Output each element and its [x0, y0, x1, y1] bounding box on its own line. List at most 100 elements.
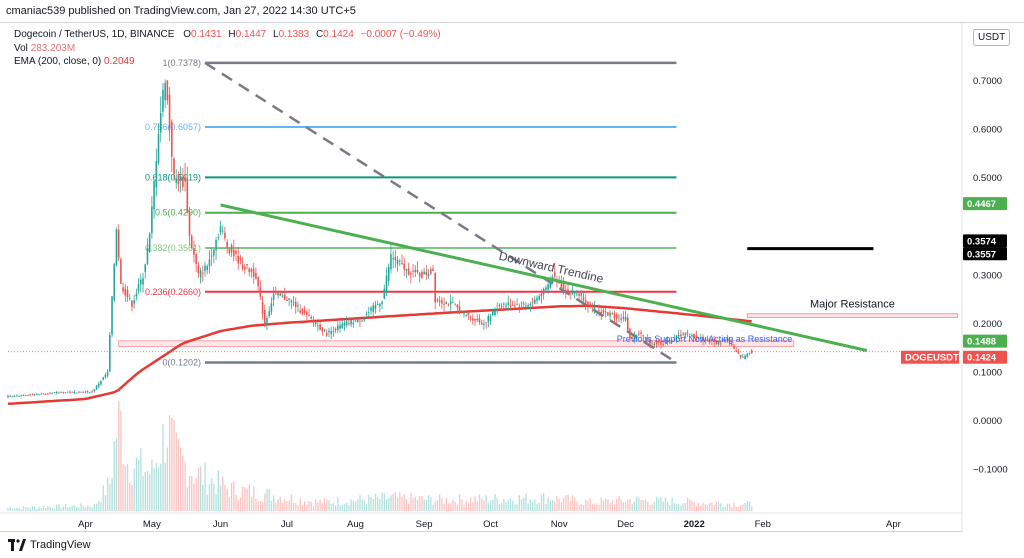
candle-body — [567, 289, 569, 291]
volume-bar — [49, 506, 51, 511]
candle-body — [111, 296, 113, 335]
chart-canvas[interactable]: 1(0.7378) 0.786(0.6057) 0.618(0.5019) 0.5(0… — [0, 23, 1024, 533]
candle-body — [237, 255, 239, 264]
candle-body — [618, 316, 620, 318]
footer: TradingView — [0, 532, 1024, 558]
candle-body — [38, 394, 40, 395]
volume-bar — [64, 504, 67, 511]
candle-body — [387, 266, 390, 282]
candle-body — [219, 226, 222, 233]
candle-body — [279, 293, 282, 296]
volume-bar — [157, 467, 160, 511]
candle-body — [266, 317, 268, 326]
volume-bar — [514, 504, 516, 511]
volume-bar — [396, 497, 399, 511]
volume-bar — [111, 477, 113, 511]
volume-bar — [337, 497, 339, 511]
volume-bar — [237, 500, 239, 511]
candle-body — [47, 393, 49, 395]
volume-bar — [109, 484, 111, 511]
candle-body — [622, 317, 625, 319]
candle-body — [711, 339, 713, 341]
volume-bar — [275, 502, 277, 511]
candle-body — [706, 338, 709, 341]
candle-body — [498, 304, 501, 306]
volume-bar — [638, 497, 640, 511]
candle-body — [496, 308, 498, 312]
volume-bar — [547, 497, 549, 511]
volume-bar — [230, 482, 233, 511]
candle-body — [418, 272, 421, 277]
candle-body — [427, 274, 430, 277]
price-badge-label: 0.3557 — [967, 249, 996, 260]
candle-body — [722, 339, 724, 341]
volume-bar — [80, 503, 82, 511]
fib-level-label: 1(0.7378) — [162, 58, 201, 68]
legend-symbol[interactable]: Dogecoin / TetherUS, 1D, BINANCE — [14, 29, 175, 40]
candle-body — [268, 311, 270, 316]
volume-bar — [636, 496, 638, 511]
candle-body — [120, 259, 122, 284]
volume-bar — [191, 476, 193, 511]
candle-body — [290, 300, 293, 303]
volume-bar — [122, 463, 124, 511]
candle-body — [522, 303, 525, 305]
volume-bar — [525, 493, 527, 511]
volume-bar — [618, 495, 620, 511]
volume-bar — [270, 500, 273, 511]
volume-bar — [42, 506, 45, 511]
legend-ema-row[interactable]: EMA (200, close, 0) 0.2049 — [14, 55, 441, 69]
legend-volume-row[interactable]: Vol 283.203M — [14, 42, 441, 56]
candle-body — [301, 308, 304, 315]
volume-bar — [616, 498, 618, 511]
candle-body — [188, 211, 191, 236]
price-tick-label: 0.2000 — [973, 319, 1002, 330]
currency-button[interactable]: USDT — [973, 29, 1011, 46]
volume-bar — [95, 503, 98, 511]
volume-bar — [290, 494, 293, 511]
volume-bar — [748, 501, 751, 511]
volume-bar — [330, 503, 332, 511]
candle-body — [379, 303, 381, 307]
candle-body — [24, 395, 27, 397]
candle-body — [491, 310, 494, 316]
volume-bar — [691, 501, 693, 511]
volume-bar — [235, 494, 237, 511]
candle-body — [325, 332, 328, 336]
candle-body — [646, 338, 649, 340]
volume-bar — [439, 494, 441, 511]
candle-body — [392, 258, 394, 260]
volume-bar — [401, 496, 403, 511]
volume-bar — [164, 462, 166, 511]
candle-body — [86, 391, 89, 393]
volume-bar — [447, 503, 450, 511]
candle-body — [193, 247, 195, 255]
candle-body — [182, 178, 184, 187]
candle-body — [157, 134, 160, 163]
price-badge — [963, 197, 1007, 211]
candle-body — [480, 322, 483, 325]
candle-body — [624, 316, 627, 321]
candle-body — [288, 298, 290, 300]
fib-diagonal-line — [204, 61, 678, 364]
candle-body — [518, 306, 521, 308]
volume-bar — [445, 497, 447, 511]
volume-bar — [658, 498, 660, 511]
candle-body — [113, 264, 116, 300]
candle-body — [319, 324, 321, 330]
volume-bar — [25, 506, 27, 511]
candle-body — [204, 265, 206, 272]
candle-body — [332, 331, 335, 333]
candle-body — [35, 394, 38, 396]
legend-high-label: H — [228, 29, 236, 40]
volume-bar — [660, 496, 662, 511]
candle-body — [429, 269, 432, 274]
volume-bar — [640, 500, 642, 511]
volume-bar — [574, 497, 576, 511]
volume-bar — [264, 493, 266, 511]
volume-bar — [591, 504, 594, 511]
legend-high: 0.1447 — [235, 29, 267, 40]
candle-body — [529, 303, 532, 306]
candle-body — [474, 318, 476, 321]
volume-bar — [321, 503, 324, 511]
